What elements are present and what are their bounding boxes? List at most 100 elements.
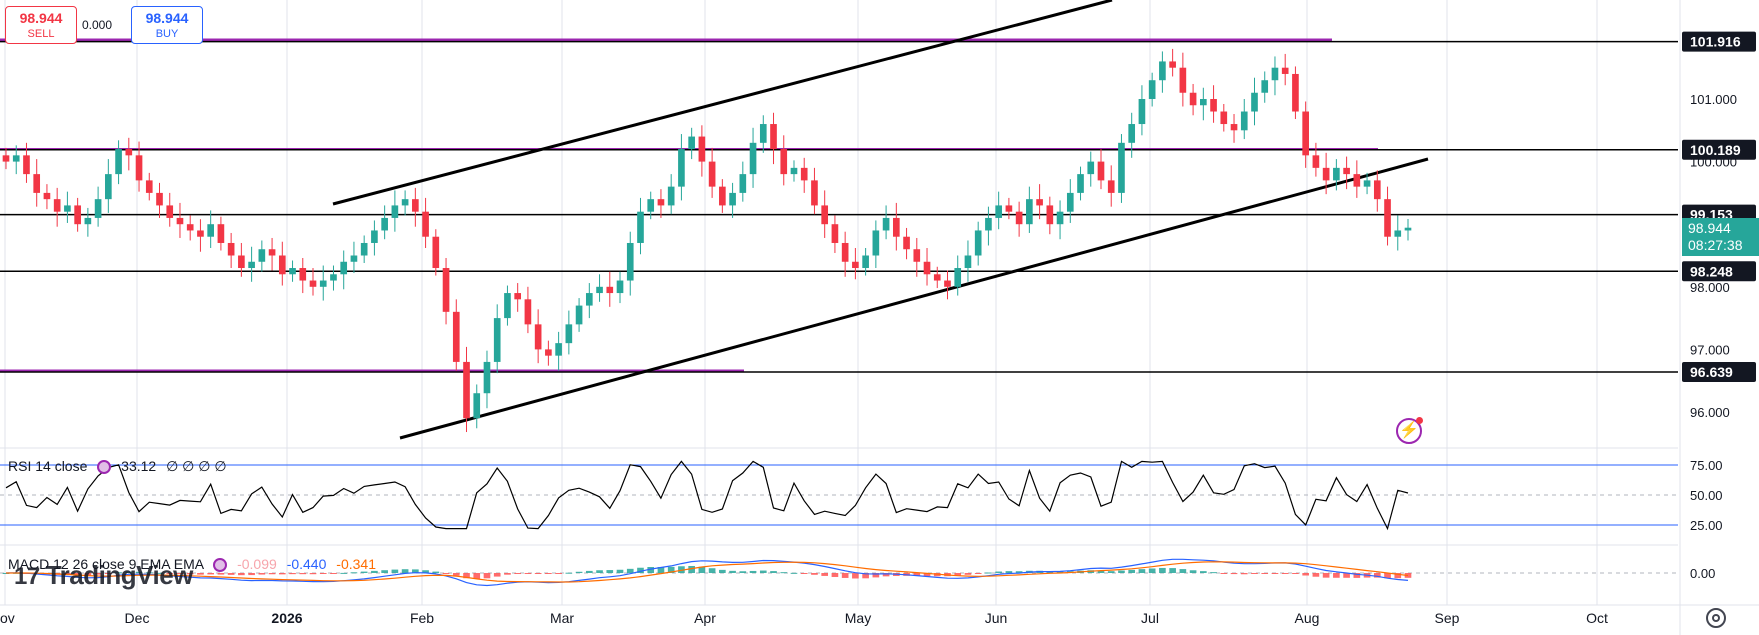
candle-body xyxy=(596,286,603,294)
candle-body xyxy=(841,242,849,262)
candle-body xyxy=(1077,174,1084,193)
candle-body xyxy=(708,161,716,187)
macd-histogram-bar xyxy=(688,565,695,573)
candle-body xyxy=(217,224,225,243)
candle-body xyxy=(616,280,624,294)
candle-body xyxy=(954,268,962,287)
macd-histogram-bar xyxy=(125,571,133,573)
buy-button[interactable]: 98.944 BUY xyxy=(131,6,203,44)
candle-body xyxy=(1200,99,1207,106)
macd-histogram-bar xyxy=(360,571,368,573)
macd-histogram-bar xyxy=(995,571,1002,573)
candle-body xyxy=(452,311,460,362)
candle-body xyxy=(473,393,481,419)
candle-body xyxy=(412,199,419,212)
rsi-tick-label: 50.00 xyxy=(1690,488,1723,503)
macd-histogram-bar xyxy=(565,572,573,574)
macd-histogram-bar xyxy=(176,573,184,574)
chart-settings-icon[interactable] xyxy=(1706,608,1726,628)
macd-histogram-bar xyxy=(1097,570,1105,573)
macd-histogram-bar xyxy=(1230,573,1238,575)
macd-histogram-bar xyxy=(698,566,706,573)
macd-settings-icon[interactable] xyxy=(213,558,228,573)
candle-body xyxy=(227,242,235,256)
candle-body xyxy=(903,236,910,250)
macd-histogram-bar xyxy=(862,573,869,579)
macd-histogram-bar xyxy=(954,573,962,576)
macd-histogram-bar xyxy=(913,573,921,576)
macd-histogram-bar xyxy=(606,570,614,573)
candle-body xyxy=(1271,67,1279,81)
macd-histogram-bar xyxy=(238,573,245,576)
macd-histogram-bar xyxy=(207,573,214,575)
candle-body xyxy=(1169,61,1176,68)
rsi-legend[interactable]: RSI 14 close 33.12 ∅ ∅ ∅ ∅ xyxy=(8,458,227,475)
macd-histogram-bar xyxy=(821,573,829,576)
candle-body xyxy=(892,217,900,237)
logo-text: TradingView xyxy=(45,560,194,590)
candle-body xyxy=(1026,199,1033,225)
candle-body xyxy=(1240,111,1248,131)
macd-histogram-bar xyxy=(923,573,931,577)
macd-histogram-bar xyxy=(1138,569,1146,573)
candle-body xyxy=(105,174,112,200)
alert-bolt-icon[interactable]: ⚡ xyxy=(1396,417,1423,444)
sell-label: SELL xyxy=(27,28,55,40)
macd-histogram-bar xyxy=(575,571,583,573)
macd-histogram-bar xyxy=(790,572,798,574)
macd-histogram-bar xyxy=(504,573,511,575)
macd-histogram-bar xyxy=(493,573,501,577)
macd-histogram-bar xyxy=(1281,573,1289,574)
price-tick-label: 96.000 xyxy=(1690,405,1730,420)
candle-body xyxy=(575,305,583,325)
candle-body xyxy=(381,217,388,231)
sell-button[interactable]: 98.944 SELL xyxy=(5,6,77,44)
macd-histogram-bar xyxy=(319,573,327,574)
candle-body xyxy=(350,255,358,262)
candle-body xyxy=(1107,180,1115,193)
macd-histogram-bar xyxy=(1240,573,1248,575)
macd-histogram-bar xyxy=(289,573,296,575)
candle-body xyxy=(606,286,614,294)
macd-histogram-bar xyxy=(852,573,859,579)
macd-histogram-bar xyxy=(534,573,542,574)
macd-histogram-bar xyxy=(166,573,174,574)
rsi-tick-label: 25.00 xyxy=(1690,518,1723,533)
candle-body xyxy=(340,261,348,275)
candle-body xyxy=(1312,155,1320,168)
candle-body xyxy=(790,167,798,175)
candle-body xyxy=(1138,99,1146,125)
macd-histogram-bar xyxy=(371,570,378,573)
candle-body xyxy=(1087,161,1095,175)
candle-body xyxy=(974,230,982,256)
macd-histogram-bar xyxy=(1251,573,1258,574)
candle-body xyxy=(749,142,757,175)
macd-histogram-bar xyxy=(729,570,736,573)
candle-body xyxy=(1118,142,1125,193)
candle-body xyxy=(493,318,501,362)
macd-signal-line xyxy=(6,561,1409,583)
rsi-settings-icon[interactable] xyxy=(97,460,112,475)
time-axis-label: Apr xyxy=(694,610,716,626)
candle-body xyxy=(831,224,839,243)
macd-histogram-bar xyxy=(299,573,307,575)
time-axis-label: Oct xyxy=(1586,610,1608,626)
macd-histogram-bar xyxy=(985,572,992,574)
macd-histogram-bar xyxy=(1189,570,1197,573)
macd-histogram-bar xyxy=(1015,571,1023,573)
candle-body xyxy=(964,255,972,269)
macd-histogram-bar xyxy=(309,573,317,575)
level-price-tag xyxy=(1682,139,1756,160)
candle-body xyxy=(64,205,71,212)
macd-histogram-bar xyxy=(555,573,562,574)
macd-histogram-bar xyxy=(115,572,122,574)
candle-body xyxy=(309,280,317,287)
candle-body xyxy=(534,324,542,350)
macd-histogram-bar xyxy=(841,573,849,578)
candle-body xyxy=(821,205,829,225)
time-axis-label: Aug xyxy=(1295,610,1320,626)
candle-body xyxy=(166,205,174,218)
macd-legend[interactable]: MACD 12 26 close 9 EMA EMA -0.099 -0.440… xyxy=(8,556,376,573)
macd-histogram-bar xyxy=(1159,567,1166,573)
